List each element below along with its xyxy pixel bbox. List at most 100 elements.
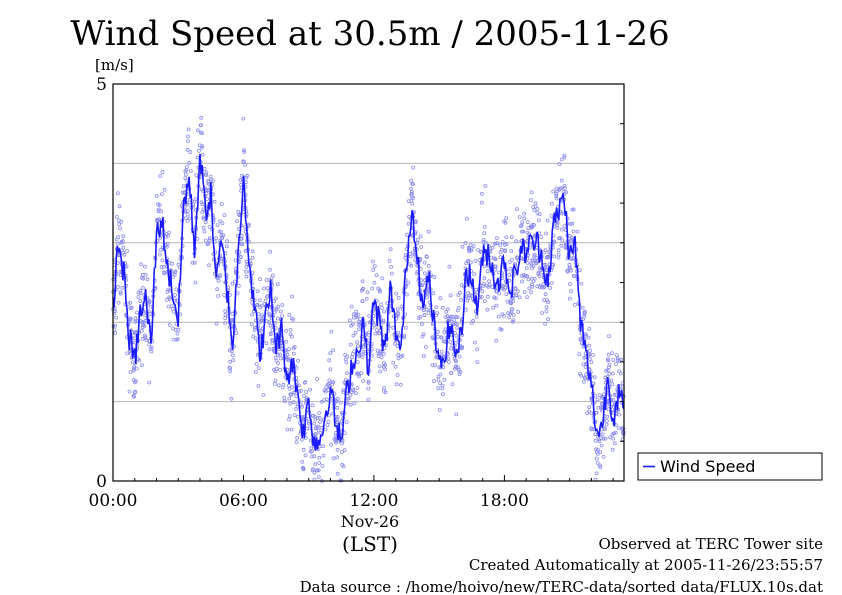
data-point [173,327,178,332]
data-point [614,362,618,366]
data-point [149,345,154,350]
data-point [196,148,201,153]
data-point [361,286,365,291]
data-point [253,370,258,375]
data-point [619,357,623,362]
data-point [316,428,321,433]
data-point [586,335,591,340]
data-point [569,235,574,240]
data-point [511,318,516,323]
data-point [256,384,261,388]
data-point [373,331,378,336]
data-point [468,243,473,248]
data-point [132,365,137,370]
data-point [331,456,336,461]
data-point [267,313,272,318]
data-point [593,432,597,437]
data-point [273,355,278,360]
data-point [294,407,299,412]
data-point [283,339,288,344]
data-point [554,196,559,201]
data-point [482,281,487,286]
data-point [226,285,231,289]
data-point [268,267,272,272]
data-point [588,356,592,361]
data-point [542,298,546,303]
data-point [507,315,512,320]
data-point [303,453,308,458]
data-point [610,432,615,437]
data-point [398,382,403,387]
data-point [396,352,401,357]
data-point [159,209,164,214]
data-point [274,306,279,311]
data-point [144,338,149,343]
data-point [188,150,193,155]
data-point [259,303,264,308]
data-point [549,281,554,285]
data-point [465,259,470,264]
y-tick-label-0: 0 [96,472,107,492]
data-point [438,381,443,386]
data-point [517,295,522,300]
data-point [350,322,355,327]
data-point [173,269,178,274]
data-point [453,358,458,363]
data-point [594,471,599,476]
data-point [562,224,567,229]
data-point [117,222,121,227]
data-point [562,155,567,160]
data-point [415,237,420,242]
data-point [593,438,598,443]
data-point [530,266,534,271]
data-point [292,413,297,418]
data-point [351,333,356,338]
data-point [544,309,549,314]
data-point [463,307,468,312]
data-point [198,130,203,135]
data-point [459,297,463,302]
data-point [214,321,219,326]
data-point [316,468,321,473]
data-point [133,319,138,324]
data-point [607,334,611,339]
data-point [479,191,484,196]
x-tick-label-2: 12:00 [349,491,398,511]
data-point [454,333,459,338]
data-point [343,352,348,357]
data-point [294,440,299,445]
data-point [468,260,473,265]
data-point [543,292,548,297]
data-point [550,201,554,206]
data-point [215,223,220,228]
data-point [529,290,533,295]
data-point [156,217,161,222]
data-point [403,255,408,260]
data-point [466,295,471,300]
data-point [183,216,188,221]
data-point [430,363,435,368]
data-point [616,426,621,431]
data-point [595,397,600,402]
data-point [562,153,567,158]
data-point [308,387,313,392]
data-point [287,417,291,422]
data-point [496,314,501,319]
data-point [306,419,311,424]
data-point [377,289,382,294]
data-point [407,262,412,267]
data-point [502,287,506,292]
data-point [236,283,241,288]
data-point [589,427,594,432]
data-point [582,379,586,384]
data-point [605,368,610,373]
data-point [438,296,443,301]
data-point [156,202,161,207]
data-point [426,229,431,234]
data-point [272,381,277,386]
legend: Wind Speed [637,452,823,481]
data-point [166,304,171,309]
data-point [267,320,272,325]
data-point [299,388,304,393]
data-point [250,312,255,317]
